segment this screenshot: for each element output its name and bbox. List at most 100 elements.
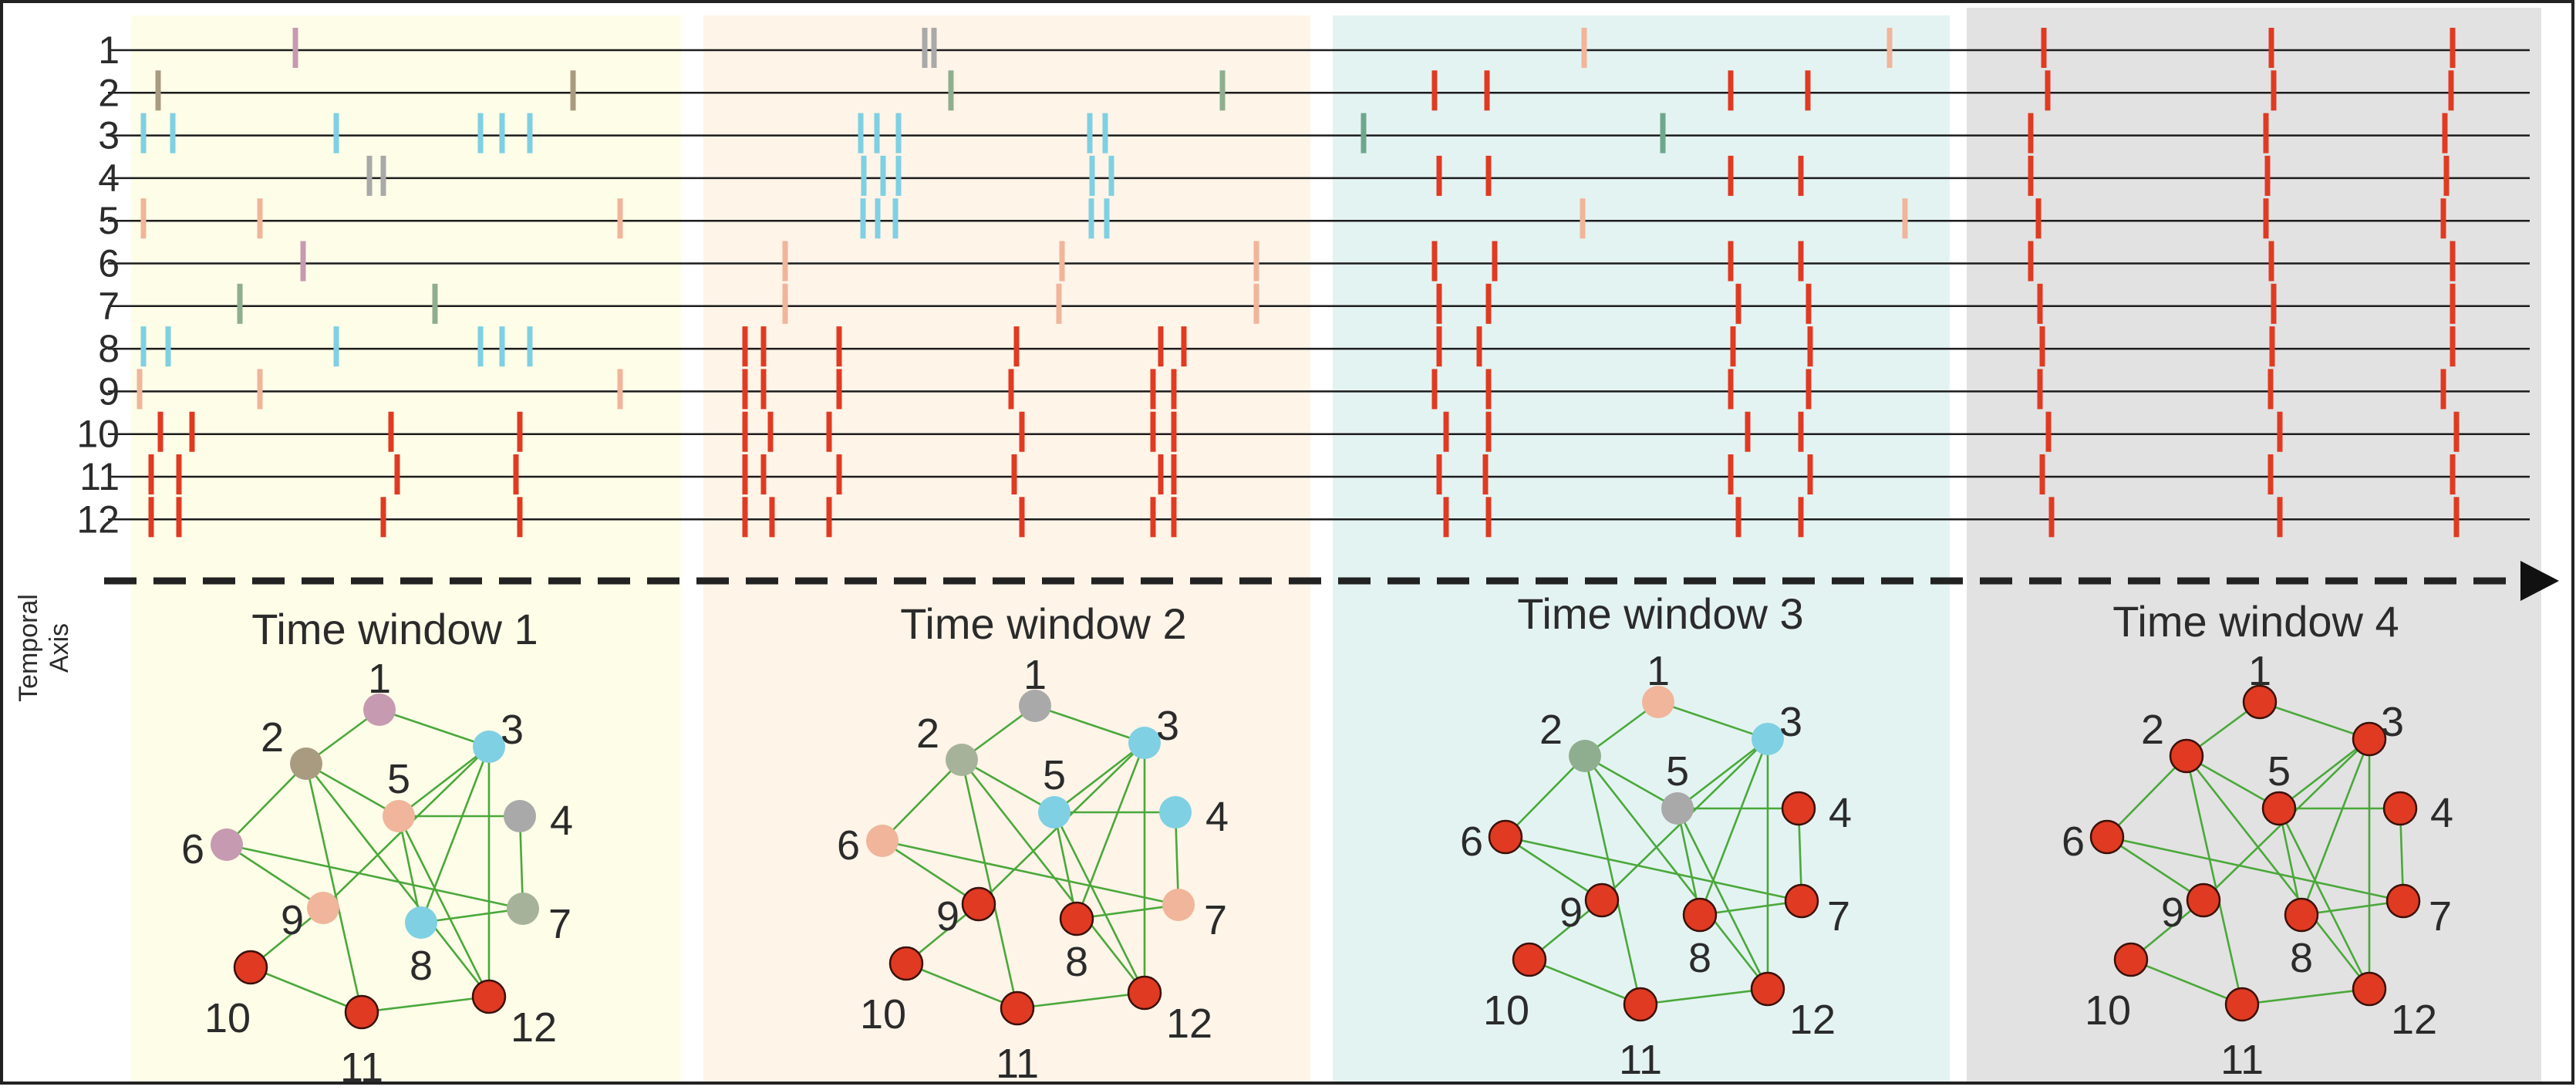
spike-row1-4 <box>1886 28 1893 68</box>
spike-row3-22 <box>477 113 484 154</box>
edge-3-8 <box>2300 738 2371 916</box>
spike-row8-94 <box>1013 326 1020 367</box>
spike-row11-147 <box>1436 454 1442 494</box>
node-4 <box>1159 796 1192 828</box>
node-10 <box>888 946 924 981</box>
spike-row12-167 <box>1798 497 1804 538</box>
spike-row12-162 <box>1150 497 1156 538</box>
spike-row9-114 <box>1485 369 1492 410</box>
node-3 <box>2352 721 2387 757</box>
spike-row6-66 <box>1431 241 1438 282</box>
spike-row12-168 <box>2048 497 2055 538</box>
node-9 <box>961 886 996 922</box>
spike-row8-102 <box>2269 326 2275 367</box>
spike-row6-68 <box>1728 241 1734 282</box>
spike-row1-3 <box>1581 28 1587 68</box>
spike-row3-31 <box>1660 113 1666 154</box>
node-11 <box>1000 990 1035 1026</box>
spike-row2-15 <box>1805 70 1811 111</box>
node-9 <box>1584 882 1620 918</box>
node-4 <box>1781 791 1816 826</box>
node-label-8: 8 <box>1688 935 1711 981</box>
spike-row5-49 <box>140 198 147 239</box>
spike-row9-108 <box>760 369 767 410</box>
node-label-1: 1 <box>2248 648 2271 694</box>
node-10 <box>233 950 268 985</box>
node-label-2: 2 <box>916 710 939 757</box>
node-label-2: 2 <box>261 714 284 761</box>
spike-row10-128 <box>1150 411 1156 452</box>
spike-row12-161 <box>1019 497 1025 538</box>
node-label-12: 12 <box>1166 1001 1212 1047</box>
spike-row5-59 <box>2035 198 2042 239</box>
edge-6-9 <box>1505 835 1603 902</box>
node-label-10: 10 <box>860 991 906 1038</box>
spike-row10-129 <box>1171 411 1177 452</box>
node-label-2: 2 <box>1539 707 1563 753</box>
node-label-9: 9 <box>1559 889 1583 936</box>
spike-row12-159 <box>769 497 775 538</box>
spike-row10-136 <box>2453 411 2460 452</box>
time-window-titles: Time window 1 Time window 2 Time window … <box>251 589 2399 653</box>
node-5 <box>1661 792 1694 825</box>
spike-row11-150 <box>1807 454 1813 494</box>
edge-2-6 <box>882 759 963 842</box>
spike-row4-44 <box>1728 155 1734 196</box>
spike-row5-55 <box>1088 198 1094 239</box>
node-label-9: 9 <box>281 897 304 943</box>
spike-row9-118 <box>2267 369 2274 410</box>
spike-row8-89 <box>499 326 505 367</box>
node-5 <box>2261 791 2297 826</box>
edge-2-12 <box>960 759 1146 994</box>
spike-row10-135 <box>2277 411 2283 452</box>
spike-row3-28 <box>1087 113 1093 154</box>
edge-8-7 <box>420 907 524 924</box>
spike-row9-119 <box>2440 369 2446 410</box>
node-label-11: 11 <box>1619 1037 1662 1083</box>
edge-10-11 <box>250 966 362 1014</box>
node-10 <box>1512 942 1547 977</box>
spike-row7-80 <box>1735 283 1741 324</box>
edge-11-12 <box>1640 987 1768 1006</box>
edge-1-3 <box>1657 700 1768 741</box>
node-label-6: 6 <box>837 822 860 869</box>
edge-3-5 <box>1054 741 1145 814</box>
row-label-9: 9 <box>98 370 120 413</box>
spike-row11-151 <box>2039 454 2045 494</box>
spike-row7-84 <box>2450 283 2456 324</box>
node-3 <box>473 731 505 763</box>
node-2 <box>2169 738 2204 774</box>
spike-row6-72 <box>2450 241 2456 282</box>
time-window-1-title: Time window 1 <box>251 605 538 653</box>
spike-row8-96 <box>1181 326 1187 367</box>
spike-row9-113 <box>1431 369 1438 410</box>
spike-row12-158 <box>742 497 748 538</box>
node-3 <box>1752 723 1784 755</box>
spike-row3-24 <box>527 113 533 154</box>
spike-row3-23 <box>499 113 505 154</box>
spike-row10-134 <box>2045 411 2052 452</box>
spike-row4-46 <box>2028 155 2034 196</box>
spike-row11-152 <box>2267 454 2274 494</box>
spike-row10-125 <box>767 411 774 452</box>
edge-3-8 <box>1075 742 1146 920</box>
edge-2-11 <box>2185 755 2244 1005</box>
node-label-4: 4 <box>2430 790 2453 836</box>
node-label-10: 10 <box>1483 987 1529 1034</box>
node-2 <box>946 744 978 776</box>
row-label-4: 4 <box>98 157 120 200</box>
edge-3-8 <box>420 746 491 923</box>
row-label-6: 6 <box>98 242 120 285</box>
node-12 <box>1750 971 1785 1007</box>
node-label-12: 12 <box>2391 997 2437 1043</box>
row-label-11: 11 <box>79 455 120 498</box>
node-11 <box>2224 987 2260 1022</box>
node-label-4: 4 <box>1205 794 1229 840</box>
node-label-6: 6 <box>2062 818 2085 865</box>
spike-row5-54 <box>892 198 899 239</box>
spike-row5-53 <box>875 198 881 239</box>
row-label-12: 12 <box>76 498 120 541</box>
